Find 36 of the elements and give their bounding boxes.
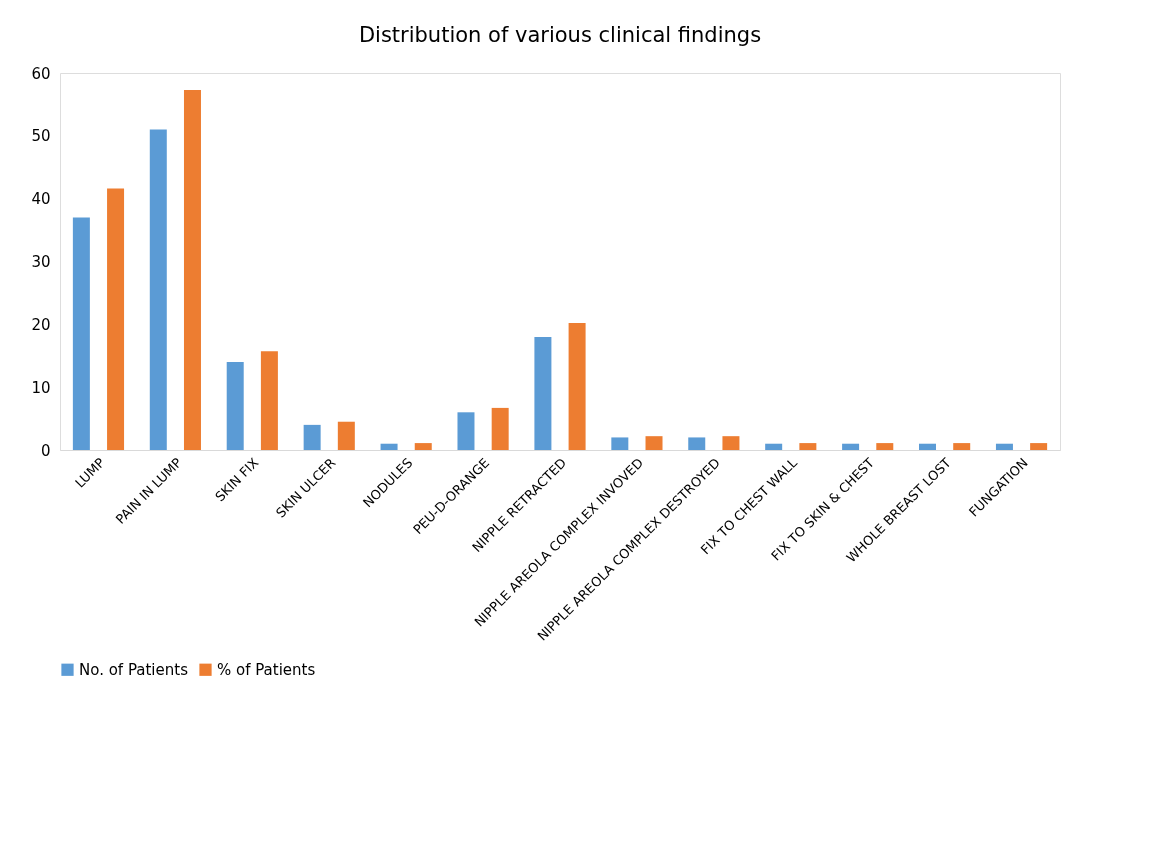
bar — [260, 351, 278, 450]
bar — [919, 443, 937, 450]
bar — [1030, 443, 1048, 450]
bar — [534, 336, 552, 450]
bar — [568, 323, 586, 450]
bar — [953, 443, 971, 450]
bar — [491, 407, 509, 450]
bar — [183, 89, 201, 450]
bar — [107, 188, 125, 450]
bar — [226, 362, 244, 450]
bar — [645, 436, 663, 450]
bar — [765, 443, 783, 450]
bar — [457, 412, 475, 450]
bar — [722, 436, 740, 450]
bar — [842, 443, 860, 450]
chart-title: Distribution of various clinical findings — [358, 23, 762, 47]
bar — [799, 443, 817, 450]
legend-label: No. of Patients — [79, 660, 189, 679]
bar — [380, 443, 398, 450]
bar — [303, 424, 321, 450]
bar — [611, 437, 629, 450]
bar — [876, 443, 894, 450]
y-tick-label: 30 — [31, 253, 51, 271]
y-tick-label: 20 — [31, 315, 51, 334]
bar — [337, 421, 355, 450]
y-tick-label: 40 — [31, 190, 51, 209]
y-tick-label: 50 — [31, 127, 51, 146]
legend-label: % of Patients — [217, 660, 316, 679]
y-tick-label: 60 — [31, 64, 51, 83]
bar — [995, 443, 1013, 450]
y-tick-label: 10 — [31, 378, 51, 397]
bar — [149, 129, 167, 450]
y-tick-label: 0 — [40, 441, 51, 460]
bar — [72, 217, 90, 450]
bar — [688, 437, 706, 450]
bar — [414, 443, 432, 450]
